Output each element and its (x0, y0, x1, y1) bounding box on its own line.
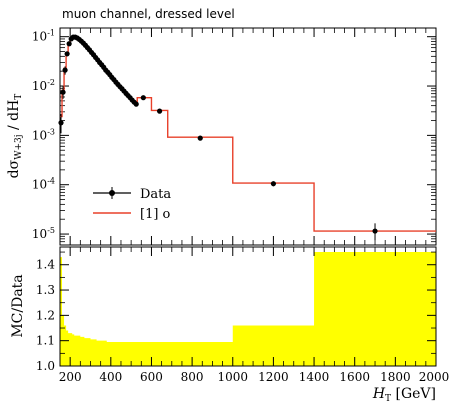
y-tick-label: 10-5 (32, 226, 55, 241)
ratio-y-tick-label: 1.3 (36, 283, 55, 297)
ratio-panel-frame (59, 246, 437, 367)
x-axis-label: HT [GeV] (372, 386, 436, 404)
ratio-y-tick-label: 1.4 (36, 258, 55, 272)
legend-label-mc: [1] o (140, 207, 171, 222)
y-tick-label: 10-2 (32, 78, 55, 93)
y-tick-label: 10-3 (32, 127, 55, 142)
x-tick-label: 1400 (299, 370, 330, 384)
x-tick-label: 1000 (217, 370, 248, 384)
x-tick-label: 800 (181, 370, 204, 384)
chart-title: muon channel, dressed level (62, 7, 235, 21)
data-point (66, 41, 72, 47)
ratio-y-tick-label: 1.1 (36, 334, 55, 348)
data-point (58, 120, 64, 126)
data-point (156, 108, 163, 114)
main-panel-frame (59, 27, 437, 246)
x-tick-label: 1600 (339, 370, 370, 384)
data-point (62, 67, 68, 73)
data-point (60, 89, 66, 95)
legend: Data [1] o (93, 187, 171, 222)
data-point (372, 228, 378, 234)
series-line-1 (60, 36, 436, 232)
ratio-panel: 1.0 1.1 1.2 1.3 1.4 200 400 600 800 1000 1200 1400… (36, 246, 450, 384)
y-tick-label: 10-1 (32, 29, 55, 44)
legend-label-data: Data (140, 187, 171, 202)
x-tick-label: 2000 (419, 370, 450, 384)
x-tick-label: 1200 (258, 370, 289, 384)
x-tick-label: 1800 (380, 370, 411, 384)
data-point (64, 51, 70, 57)
data-point (270, 181, 277, 187)
x-tick-label: 600 (140, 370, 163, 384)
x-tick-label: 400 (99, 370, 122, 384)
ratio-y-tick-label: 1.0 (36, 359, 55, 373)
y-tick-label: 10-4 (32, 177, 55, 192)
data-point (197, 135, 203, 141)
main-panel: 10-1 10-2 10-3 10-4 10-5 muon channel, dress… (32, 7, 437, 246)
x-tick-label: 200 (59, 370, 82, 384)
data-point (133, 101, 139, 107)
main-y-axis-label: dσW+3j / dHT (6, 94, 24, 179)
ratio-uncertainty-band (60, 252, 436, 366)
data-point (140, 95, 146, 101)
ratio-y-axis-label: MC/Data (10, 274, 26, 337)
ratio-y-tick-label: 1.2 (36, 308, 55, 322)
